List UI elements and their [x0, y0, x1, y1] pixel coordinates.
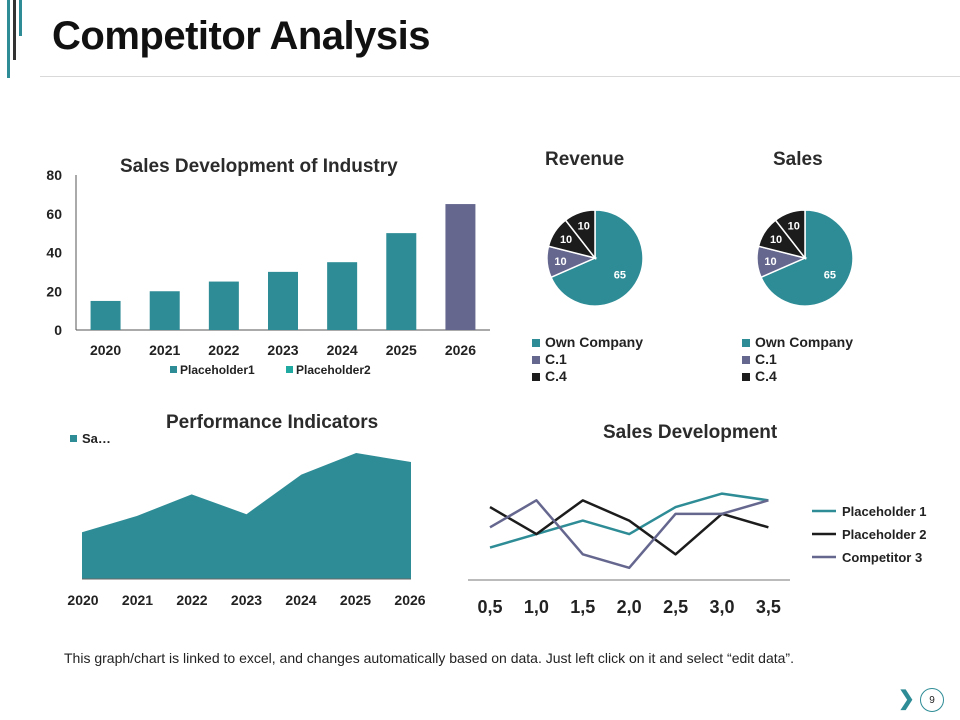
x-tick-label: 2024 — [285, 592, 316, 608]
legend-entry: C.4 — [742, 368, 853, 385]
legend-label: C.1 — [545, 351, 567, 367]
accent-bar-teal — [7, 0, 10, 78]
bar — [327, 262, 358, 330]
pie-data-label: 65 — [824, 269, 836, 281]
x-tick-label: 1,0 — [524, 597, 549, 617]
sales-chart-title: Sales — [773, 149, 823, 170]
bar — [445, 204, 476, 330]
x-tick-label: 2026 — [394, 592, 425, 608]
page-number: 9 — [920, 688, 944, 712]
x-tick-label: 3,5 — [756, 597, 781, 617]
legend-entry: Own Company — [532, 334, 643, 351]
legend-entry: C.1 — [532, 351, 643, 368]
bar — [208, 281, 239, 330]
line-series — [489, 499, 769, 570]
x-tick-label: 2023 — [267, 342, 298, 358]
page-title: Competitor Analysis — [52, 14, 430, 58]
legend-label: Sa… — [82, 431, 111, 446]
legend-swatch — [70, 435, 77, 442]
y-tick-label: 0 — [54, 322, 62, 338]
legend-label: Competitor 3 — [842, 550, 922, 565]
industry-bar-chart[interactable]: 0 20 40 60 80 2020 2021 2022 2023 2024 2025 2026 Pla… — [30, 160, 500, 390]
x-tick-label: 2021 — [149, 342, 180, 358]
sales-development-line-chart[interactable]: 0,5 1,0 1,5 2,0 2,5 3,0 3,5 Placeholder 1 Placeh… — [460, 445, 950, 625]
legend-entry: C.4 — [532, 368, 643, 385]
x-tick-label: 1,5 — [570, 597, 595, 617]
pie-data-label: 10 — [764, 256, 776, 268]
pie-data-label: 10 — [770, 234, 782, 246]
bar — [90, 300, 121, 330]
legend-swatch — [742, 338, 750, 347]
accent-bar-dark — [13, 0, 16, 60]
pie-slice — [564, 209, 596, 261]
legend-label: Placeholder2 — [296, 363, 371, 377]
performance-area-chart[interactable]: 2020 2021 2022 2023 2024 2025 2026 Sa… — [55, 425, 445, 615]
legend-label: Placeholder 2 — [842, 527, 927, 542]
x-tick-label: 2020 — [67, 592, 98, 608]
area-series — [82, 453, 411, 579]
chevron-right-icon[interactable]: ❯ — [898, 688, 915, 710]
bar — [149, 291, 180, 330]
x-tick-label: 2,0 — [617, 597, 642, 617]
x-tick-label: 0,5 — [477, 597, 502, 617]
bar — [268, 271, 298, 330]
legend-label: Placeholder1 — [180, 363, 255, 377]
pie-slice — [760, 209, 854, 307]
pie-data-label: 10 — [554, 256, 566, 268]
x-tick-label: 2022 — [176, 592, 207, 608]
legend-label: C.4 — [755, 368, 777, 384]
revenue-pie-chart[interactable]: 65 10 10 10 — [530, 195, 660, 321]
pie-data-label: 10 — [788, 220, 800, 232]
x-tick-label: 2022 — [208, 342, 239, 358]
legend-swatch — [742, 372, 750, 381]
x-tick-label: 2020 — [90, 342, 121, 358]
y-tick-label: 80 — [46, 167, 62, 183]
pie-data-label: 10 — [560, 234, 572, 246]
title-divider — [40, 76, 960, 77]
legend-entry: C.1 — [742, 351, 853, 368]
footer-note: This graph/chart is linked to excel, and… — [64, 650, 794, 666]
x-tick-label: 2,5 — [663, 597, 688, 617]
legend-label: C.4 — [545, 368, 567, 384]
legend-swatch — [170, 366, 177, 373]
legend-swatch — [532, 338, 540, 347]
legend-swatch — [286, 366, 293, 373]
performance-chart-title: Performance Indicators — [166, 412, 379, 433]
y-tick-label: 40 — [46, 245, 62, 261]
bar-legend: Placeholder1 Placeholder2 — [170, 363, 371, 377]
revenue-legend: Own Company C.1 C.4 — [532, 334, 643, 385]
x-tick-label: 2025 — [386, 342, 417, 358]
bar — [386, 233, 417, 330]
x-tick-label: 2026 — [445, 342, 476, 358]
y-tick-label: 20 — [46, 283, 62, 299]
line-series — [489, 499, 769, 556]
x-tick-label: 2023 — [231, 592, 262, 608]
y-tick-label: 60 — [46, 206, 62, 222]
accent-bar-teal-2 — [19, 0, 22, 36]
legend-label: Own Company — [545, 334, 644, 350]
legend-swatch — [742, 355, 750, 364]
legend-swatch — [532, 372, 540, 381]
sales-legend: Own Company C.1 C.4 — [742, 334, 853, 385]
revenue-chart-title: Revenue — [545, 149, 625, 170]
x-tick-label: 2025 — [340, 592, 371, 608]
pie-slice — [774, 209, 806, 261]
legend-entry: Own Company — [742, 334, 853, 351]
legend-swatch — [532, 355, 540, 364]
x-tick-label: 2024 — [327, 342, 358, 358]
industry-chart-title: Sales Development of Industry — [120, 156, 398, 177]
legend-label: Placeholder 1 — [842, 504, 927, 519]
pie-slice — [550, 209, 644, 307]
pie-data-label: 10 — [578, 220, 590, 232]
x-tick-label: 2021 — [122, 592, 153, 608]
sales-development-chart-title: Sales Development — [603, 422, 778, 443]
x-tick-label: 3,0 — [709, 597, 734, 617]
legend-label: C.1 — [755, 351, 777, 367]
legend-label: Own Company — [755, 334, 854, 350]
pie-data-label: 65 — [614, 269, 626, 281]
sales-pie-chart[interactable]: 65 10 10 10 — [740, 195, 870, 321]
